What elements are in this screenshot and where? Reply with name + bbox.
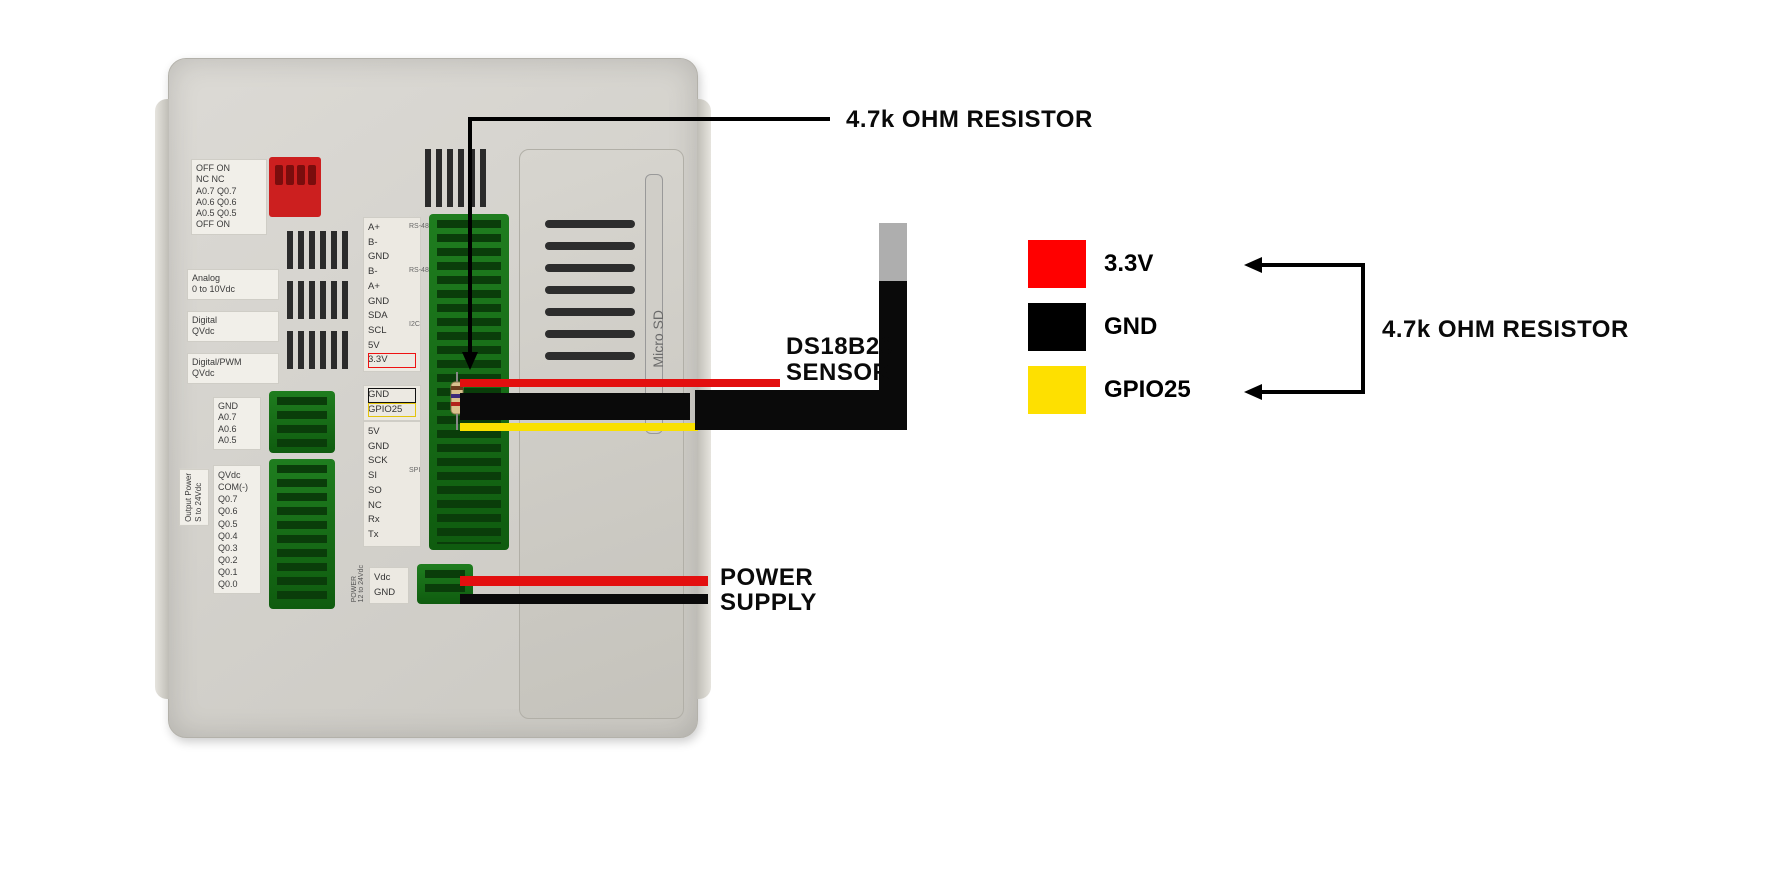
pin-label: Q0.4: [218, 530, 256, 542]
pin-label: GND: [374, 586, 404, 601]
left-pins-a: GND A0.7 A0.6 A0.5: [213, 397, 261, 450]
pin-label: B-: [368, 236, 416, 251]
left-pins-b: QVdc COM(-) Q0.7 Q0.6 Q0.5 Q0.4 Q0.3 Q0.…: [213, 465, 261, 594]
pin-label: A0.7: [218, 412, 256, 423]
pin-label: Q0.3: [218, 542, 256, 554]
vent: [425, 149, 491, 207]
pin-label: A0.6: [218, 424, 256, 435]
power-wire-vdc: [460, 576, 708, 586]
row: A0.5 Q0.5: [196, 208, 262, 219]
center-pins-mid: 5V GND SCK SI SO NC Rx Tx: [363, 421, 421, 547]
pin-label: SO: [368, 484, 416, 499]
digital-note: Digital QVdc: [187, 311, 279, 342]
pin-label: Q0.7: [218, 493, 256, 505]
pin-label: Q0.0: [218, 578, 256, 590]
sensor-label: DS18B20 SENSOR: [786, 334, 894, 387]
bus-spi: SPI: [409, 467, 420, 474]
digital-pwm-note: Digital/PWM QVdc: [187, 353, 279, 384]
pin-label: GND: [368, 295, 416, 310]
analog-note: Analog 0 to 10Vdc: [187, 269, 279, 300]
sd-panel: Micro SD: [519, 149, 684, 719]
pin-33v-highlight: 3.3V: [368, 353, 416, 368]
pin-label: COM(-): [218, 481, 256, 493]
pin-label: A+: [368, 280, 416, 295]
pin-label: Rx: [368, 513, 416, 528]
power-wire-gnd: [460, 594, 708, 604]
vent: [287, 331, 353, 369]
legend-resistor-label: 4.7k OHM RESISTOR: [1382, 316, 1629, 344]
vent: [287, 281, 353, 319]
legend-swatch: [1028, 240, 1086, 288]
bus-i2c: I2C: [409, 321, 420, 328]
row: OFF ON: [196, 219, 262, 230]
pin-label: Q0.5: [218, 518, 256, 530]
pin-label: Q0.6: [218, 505, 256, 517]
legend-label: GND: [1104, 313, 1157, 341]
pin-label: Q0.1: [218, 566, 256, 578]
pin-label: Q0.2: [218, 554, 256, 566]
wire-gnd: [460, 393, 690, 420]
legend-row: GPIO25: [1028, 366, 1191, 414]
dip-pin-labels: OFF ON NC NC A0.7 Q0.7 A0.6 Q0.6 A0.5 Q0…: [191, 159, 267, 235]
sensor-cable-horizontal: [695, 390, 907, 430]
vent: [287, 231, 353, 269]
micro-sd-label: Micro SD: [650, 310, 666, 368]
legend-label: 3.3V: [1104, 250, 1153, 278]
legend-swatch: [1028, 366, 1086, 414]
pin-label: NC: [368, 499, 416, 514]
terminal-block-b: [269, 459, 335, 609]
pin-label: GND: [218, 401, 256, 412]
power-label: POWER SUPPLY: [720, 565, 817, 615]
center-pins-highlight: GND GPIO25: [363, 385, 421, 421]
terminal-block-a: [269, 391, 335, 453]
legend-row: GND: [1028, 303, 1157, 351]
pin-label: QVdc: [218, 469, 256, 481]
power-note: POWER 12 to 24Vdc: [351, 565, 365, 602]
row: A0.7 Q0.7: [196, 186, 262, 197]
legend-label: GPIO25: [1104, 376, 1191, 404]
row: NC NC: [196, 174, 262, 185]
row: A0.6 Q0.6: [196, 197, 262, 208]
pin-label: Tx: [368, 528, 416, 543]
pin-gnd-highlight: GND: [368, 388, 416, 403]
pin-label: GND: [368, 250, 416, 265]
pin-label: Vdc: [374, 571, 404, 586]
sensor-tip: [879, 223, 907, 281]
dip-switch: [269, 157, 321, 217]
pin-label: 5V: [368, 339, 416, 354]
wire-gpio25: [460, 423, 698, 431]
pin-label: GND: [368, 440, 416, 455]
pin-label: A0.5: [218, 435, 256, 446]
legend-swatch: [1028, 303, 1086, 351]
output-power-note: Output Power S to 24Vdc: [179, 469, 209, 526]
resistor-top-label: 4.7k OHM RESISTOR: [846, 106, 1093, 134]
power-pin-labels: Vdc GND: [369, 567, 409, 604]
pin-gpio25-highlight: GPIO25: [368, 403, 416, 418]
legend-row: 3.3V: [1028, 240, 1153, 288]
row: OFF ON: [196, 163, 262, 174]
wire-33v-tail: [460, 379, 640, 387]
pin-label: 5V: [368, 425, 416, 440]
center-pins-top: A+ B- GND B- A+ GND SDA SCL 5V 3.3V: [363, 217, 421, 372]
